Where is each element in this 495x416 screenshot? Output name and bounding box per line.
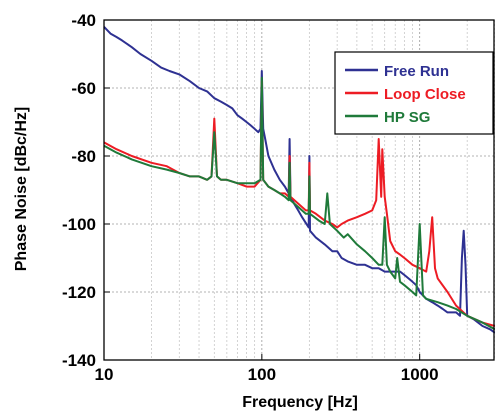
x-tick-label: 1000: [401, 365, 439, 384]
series-lines: [103, 26, 495, 334]
y-tick-label: -40: [71, 11, 96, 30]
y-tick-label: -60: [71, 79, 96, 98]
legend: Free Run Loop Close HP SG: [334, 51, 494, 135]
series-line-hp-sg: [103, 76, 495, 331]
plot-frame: [103, 19, 495, 361]
y-tick-label: -120: [62, 283, 96, 302]
y-tick-label: -100: [62, 215, 96, 234]
x-tick-label: 100: [248, 365, 276, 384]
y-tick-label: -140: [62, 351, 96, 370]
y-tick-label: -80: [71, 147, 96, 166]
legend-label: HP SG: [384, 109, 430, 126]
legend-label: Loop Close: [384, 86, 466, 103]
x-axis-ticks: 10 100 1000: [95, 354, 439, 384]
x-axis-label: Frequency [Hz]: [242, 394, 358, 411]
y-axis-label: Phase Noise [dBc/Hz]: [13, 107, 30, 271]
legend-label: Free Run: [384, 63, 449, 80]
series-line-free-run: [103, 26, 495, 334]
x-tick-label: 10: [95, 365, 114, 384]
y-axis-ticks: -140 -120 -100 -80 -60 -40: [62, 11, 110, 370]
